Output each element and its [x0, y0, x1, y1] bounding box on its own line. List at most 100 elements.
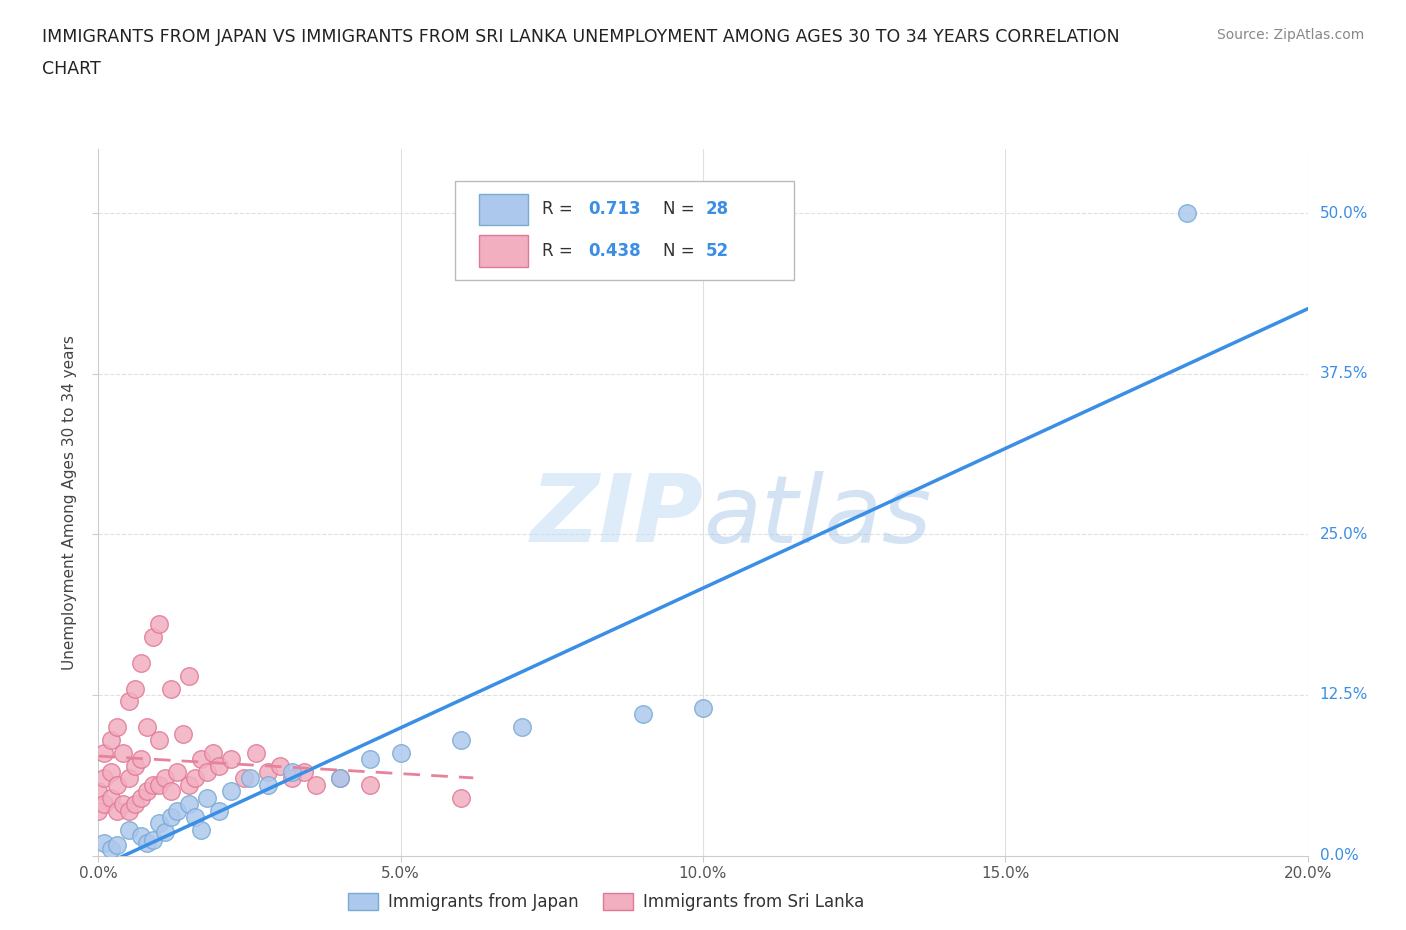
Point — [281, 771, 304, 786]
Point — [118, 694, 141, 709]
Point — [111, 797, 134, 812]
Point — [177, 797, 201, 812]
Point — [208, 804, 231, 818]
Point — [100, 790, 122, 805]
Y-axis label: Unemployment Among Ages 30 to 34 years: Unemployment Among Ages 30 to 34 years — [62, 335, 77, 670]
Text: Source: ZipAtlas.com: Source: ZipAtlas.com — [1216, 28, 1364, 42]
Point — [105, 804, 128, 818]
Point — [124, 758, 146, 773]
Point — [160, 810, 183, 825]
Point — [129, 751, 152, 766]
Point — [256, 777, 278, 792]
Point — [105, 777, 128, 792]
Point — [239, 771, 262, 786]
FancyBboxPatch shape — [479, 193, 527, 225]
Point — [177, 777, 201, 792]
Point — [221, 784, 243, 799]
Point — [195, 764, 218, 779]
FancyBboxPatch shape — [456, 180, 793, 280]
Text: 0.0%: 0.0% — [1320, 848, 1358, 863]
Text: N =: N = — [664, 242, 700, 259]
Point — [148, 617, 170, 631]
Point — [177, 669, 201, 684]
Point — [389, 745, 412, 760]
Point — [450, 790, 472, 805]
Point — [135, 784, 157, 799]
Point — [190, 822, 212, 837]
Text: 52: 52 — [706, 242, 728, 259]
Point — [100, 842, 122, 857]
Point — [118, 771, 141, 786]
Text: ZIP: ZIP — [530, 471, 703, 563]
Point — [124, 797, 146, 812]
Point — [118, 804, 141, 818]
Point — [256, 764, 278, 779]
Point — [135, 720, 157, 735]
Point — [142, 630, 165, 644]
Point — [142, 777, 165, 792]
Point — [1175, 206, 1198, 220]
Text: 28: 28 — [706, 200, 728, 219]
Point — [269, 758, 291, 773]
Point — [221, 751, 243, 766]
Point — [208, 758, 231, 773]
Point — [100, 733, 122, 748]
Point — [160, 681, 183, 696]
Text: R =: R = — [543, 200, 578, 219]
Text: atlas: atlas — [703, 471, 931, 562]
Text: IMMIGRANTS FROM JAPAN VS IMMIGRANTS FROM SRI LANKA UNEMPLOYMENT AMONG AGES 30 TO: IMMIGRANTS FROM JAPAN VS IMMIGRANTS FROM… — [42, 28, 1119, 46]
Point — [87, 784, 110, 799]
Text: 50.0%: 50.0% — [1320, 206, 1368, 220]
Text: 25.0%: 25.0% — [1320, 526, 1368, 542]
Point — [153, 771, 176, 786]
Point — [105, 838, 128, 853]
Text: 0.713: 0.713 — [588, 200, 641, 219]
Point — [129, 790, 152, 805]
Point — [692, 700, 714, 715]
Point — [329, 771, 352, 786]
Point — [281, 764, 304, 779]
Point — [105, 720, 128, 735]
Point — [245, 745, 267, 760]
Point — [172, 726, 194, 741]
Text: 37.5%: 37.5% — [1320, 366, 1368, 381]
Point — [184, 771, 207, 786]
Text: R =: R = — [543, 242, 578, 259]
Point — [118, 822, 141, 837]
Point — [190, 751, 212, 766]
Point — [329, 771, 352, 786]
Point — [160, 784, 183, 799]
Point — [292, 764, 315, 779]
Point — [124, 681, 146, 696]
Point — [148, 816, 170, 830]
Point — [142, 832, 165, 847]
Text: 0.438: 0.438 — [588, 242, 641, 259]
Point — [100, 764, 122, 779]
Point — [166, 804, 188, 818]
Point — [360, 751, 382, 766]
Point — [93, 835, 115, 850]
Point — [450, 733, 472, 748]
Point — [148, 733, 170, 748]
Point — [360, 777, 382, 792]
Text: CHART: CHART — [42, 60, 101, 78]
FancyBboxPatch shape — [479, 235, 527, 267]
Point — [111, 745, 134, 760]
Text: N =: N = — [664, 200, 700, 219]
Point — [93, 745, 115, 760]
Point — [153, 825, 176, 840]
Point — [202, 745, 225, 760]
Legend: Immigrants from Japan, Immigrants from Sri Lanka: Immigrants from Japan, Immigrants from S… — [342, 886, 872, 918]
Point — [148, 777, 170, 792]
Point — [305, 777, 328, 792]
Point — [166, 764, 188, 779]
Point — [129, 656, 152, 671]
Text: 12.5%: 12.5% — [1320, 687, 1368, 702]
Point — [87, 804, 110, 818]
Point — [135, 835, 157, 850]
Point — [631, 707, 654, 722]
Point — [195, 790, 218, 805]
Point — [93, 771, 115, 786]
Point — [129, 829, 152, 844]
Point — [184, 810, 207, 825]
